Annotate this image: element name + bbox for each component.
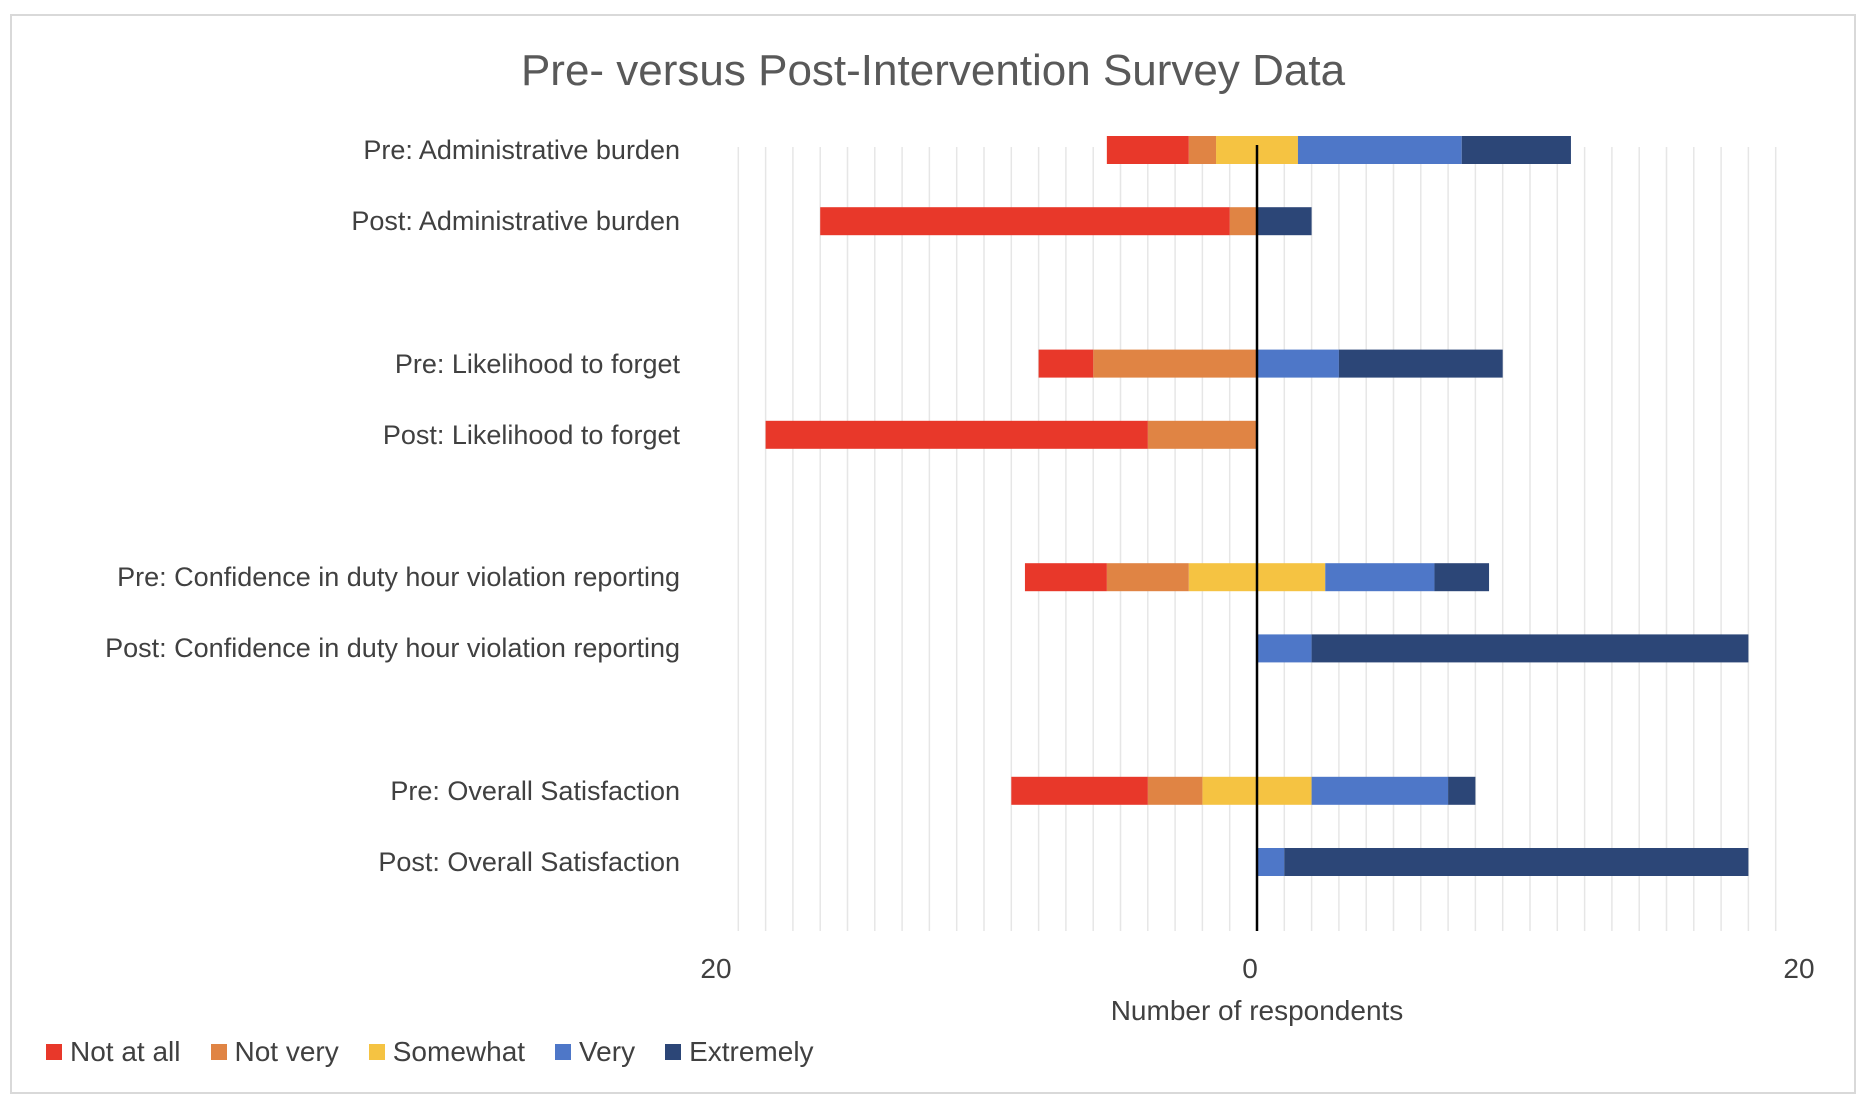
bar-not-at-all	[1106, 136, 1189, 164]
bar-not-very	[1106, 563, 1189, 592]
legend-swatch	[46, 1044, 62, 1060]
legend-item: Not very	[210, 1036, 339, 1068]
bar-very	[1325, 563, 1435, 592]
bar-extremely	[1448, 776, 1476, 805]
x-axis-title: Number of respondents	[1110, 995, 1404, 1026]
bar-not-very	[1147, 420, 1257, 449]
bar-not-at-all	[765, 420, 1148, 449]
category-label: Post: Administrative burden	[351, 206, 680, 237]
legend-item: Not at all	[46, 1036, 181, 1068]
legend-label: Very	[579, 1036, 636, 1067]
legend-label: Not very	[234, 1036, 339, 1067]
bar-very	[1257, 634, 1312, 663]
bar-not-very	[1188, 136, 1217, 164]
bar-extremely	[1257, 207, 1312, 236]
bar-extremely	[1461, 136, 1571, 164]
chart-title: Pre- versus Post-Intervention Survey Dat…	[520, 46, 1346, 95]
bar-not-at-all	[1011, 776, 1148, 805]
bar-not-very	[1093, 349, 1257, 378]
category-label: Pre: Confidence in duty hour violation r…	[117, 562, 680, 593]
bar-extremely	[1338, 349, 1503, 378]
legend-label: Somewhat	[392, 1036, 526, 1067]
legend-label: Extremely	[689, 1036, 814, 1067]
legend-swatch	[368, 1044, 385, 1060]
chart-frame	[10, 14, 1856, 1094]
bar-not-at-all	[1038, 349, 1094, 378]
category-label: Post: Confidence in duty hour violation …	[105, 633, 680, 664]
legend-item: Extremely	[665, 1036, 814, 1068]
bar-not-at-all	[1024, 563, 1107, 592]
legend-swatch	[210, 1044, 227, 1060]
bar-extremely	[1311, 634, 1749, 663]
x-tick-label: 20	[700, 953, 732, 984]
bar-extremely	[1284, 848, 1749, 876]
category-label: Pre: Overall Satisfaction	[390, 775, 680, 806]
category-label: Pre: Administrative burden	[363, 135, 680, 165]
legend-item: Very	[555, 1036, 635, 1068]
x-tick-label: 20	[1783, 953, 1815, 984]
legend-swatch	[555, 1044, 572, 1060]
bar-very	[1297, 136, 1462, 164]
bar-very	[1257, 349, 1339, 378]
bar-extremely	[1434, 563, 1490, 592]
category-label: Post: Overall Satisfaction	[378, 847, 680, 877]
chart-legend: Not at all Not very Somewhat Very Extremely	[46, 1036, 814, 1068]
bar-very	[1257, 848, 1285, 876]
x-tick-label: 0	[1242, 953, 1258, 984]
legend-swatch	[665, 1044, 682, 1060]
bar-not-very	[1229, 207, 1257, 236]
category-label: Post: Likelihood to forget	[382, 419, 680, 450]
bar-very	[1311, 776, 1449, 805]
legend-label: Not at all	[70, 1036, 181, 1067]
bar-not-at-all	[820, 207, 1230, 236]
legend-item: Somewhat	[368, 1036, 526, 1068]
bar-not-very	[1147, 776, 1203, 805]
category-label: Pre: Likelihood to forget	[394, 348, 680, 379]
